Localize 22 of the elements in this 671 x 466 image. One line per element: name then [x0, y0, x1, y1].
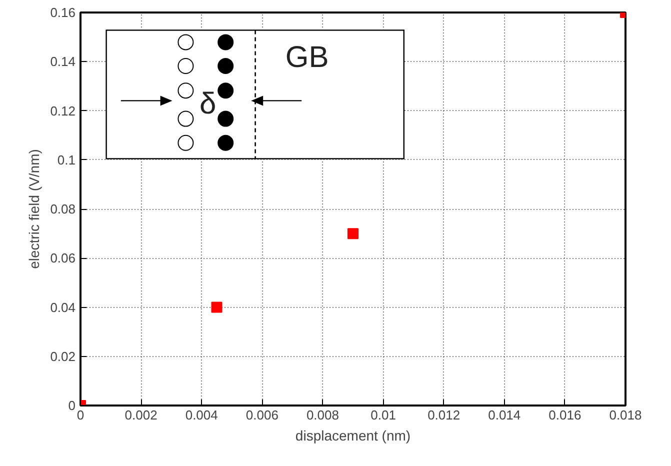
y-tick-label: 0.16	[50, 5, 76, 20]
annotation: δ	[199, 88, 216, 121]
y-tick-label: 0.02	[50, 348, 76, 364]
x-tick-label: 0.012	[428, 408, 460, 422]
x-tick-label: 0.01	[370, 408, 396, 422]
y-tick-label: 0	[68, 398, 76, 413]
x-tick-label: 0.016	[548, 408, 582, 422]
y-tick-label: 0.12	[50, 103, 76, 118]
y-tick-label: 0.06	[50, 250, 76, 266]
y-tick-label: 0.04	[50, 300, 76, 315]
x-tick-label: 0.008	[306, 408, 340, 422]
x-tick-label: 0.004	[185, 408, 218, 422]
x-axis-title: displacement (nm)	[295, 428, 411, 444]
y-tick-label: 0.1	[57, 152, 76, 168]
y-axis-title: electric field (V/nm)	[26, 149, 42, 269]
x-tick-label: 0.014	[488, 408, 521, 422]
y-tick-label: 0.08	[50, 202, 76, 216]
y-tick-label: 0.14	[50, 54, 76, 70]
x-tick-label: 0.002	[124, 408, 158, 422]
x-tick-label: 0.006	[246, 408, 278, 422]
annotation: GB	[285, 40, 329, 74]
x-tick-label: 0.018	[609, 408, 642, 422]
